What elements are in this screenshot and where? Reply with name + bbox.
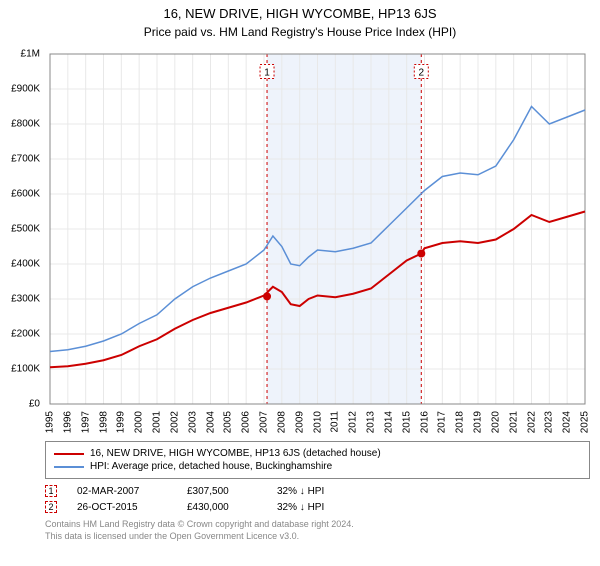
sale-delta: 32% ↓ HPI	[277, 502, 324, 513]
legend-label: 16, NEW DRIVE, HIGH WYCOMBE, HP13 6JS (d…	[90, 448, 381, 459]
x-tick-label: 2007	[259, 411, 270, 433]
x-tick-label: 2014	[383, 411, 394, 433]
chart: 12 £0£100K£200K£300K£400K£500K£600K£700K…	[45, 49, 590, 409]
x-tick-label: 2021	[508, 411, 519, 433]
x-tick-label: 1999	[116, 411, 127, 433]
x-tick-label: 2013	[366, 411, 377, 433]
page-title: 16, NEW DRIVE, HIGH WYCOMBE, HP13 6JS	[0, 6, 600, 21]
legend-swatch	[54, 466, 84, 468]
sales-table: 1 02-MAR-2007 £307,500 32% ↓ HPI 2 26-OCT-201…	[45, 485, 590, 513]
x-tick-label: 1998	[98, 411, 109, 433]
y-tick-label: £400K	[2, 259, 40, 270]
sale-marker: 1	[45, 485, 57, 497]
page-subtitle: Price paid vs. HM Land Registry's House …	[0, 25, 600, 39]
x-tick-label: 2015	[401, 411, 412, 433]
x-tick-label: 2020	[490, 411, 501, 433]
y-tick-label: £0	[2, 399, 40, 410]
y-tick-label: £200K	[2, 329, 40, 340]
x-tick-label: 1997	[80, 411, 91, 433]
sale-row: 2 26-OCT-2015 £430,000 32% ↓ HPI	[45, 501, 590, 513]
sale-marker: 2	[45, 501, 57, 513]
x-tick-label: 2001	[152, 411, 163, 433]
x-tick-label: 1995	[45, 411, 56, 433]
x-tick-label: 2022	[526, 411, 537, 433]
legend-swatch	[54, 453, 84, 455]
y-tick-label: £500K	[2, 224, 40, 235]
sale-date: 26-OCT-2015	[77, 502, 167, 513]
sale-price: £307,500	[187, 486, 257, 497]
sale-price: £430,000	[187, 502, 257, 513]
x-tick-label: 2004	[205, 411, 216, 433]
x-tick-label: 2016	[419, 411, 430, 433]
svg-text:2: 2	[419, 68, 425, 79]
x-tick-label: 2012	[348, 411, 359, 433]
sale-delta: 32% ↓ HPI	[277, 486, 324, 497]
x-tick-label: 2011	[330, 411, 341, 433]
svg-text:1: 1	[264, 68, 270, 79]
chart-svg: 12	[45, 49, 590, 409]
x-tick-label: 2008	[276, 411, 287, 433]
x-tick-label: 2017	[437, 411, 448, 433]
y-tick-label: £1M	[2, 49, 40, 60]
y-tick-label: £600K	[2, 189, 40, 200]
x-tick-label: 2010	[312, 411, 323, 433]
x-tick-label: 2002	[169, 411, 180, 433]
footer-line2: This data is licensed under the Open Gov…	[45, 531, 590, 543]
y-tick-label: £900K	[2, 84, 40, 95]
legend: 16, NEW DRIVE, HIGH WYCOMBE, HP13 6JS (d…	[45, 441, 590, 479]
legend-item: HPI: Average price, detached house, Buck…	[54, 461, 581, 472]
footer-line1: Contains HM Land Registry data © Crown c…	[45, 519, 590, 531]
x-tick-label: 2005	[223, 411, 234, 433]
x-tick-label: 2024	[562, 411, 573, 433]
y-tick-label: £100K	[2, 364, 40, 375]
x-tick-label: 2006	[241, 411, 252, 433]
sale-row: 1 02-MAR-2007 £307,500 32% ↓ HPI	[45, 485, 590, 497]
y-tick-label: £700K	[2, 154, 40, 165]
legend-item: 16, NEW DRIVE, HIGH WYCOMBE, HP13 6JS (d…	[54, 448, 581, 459]
x-tick-label: 2025	[580, 411, 591, 433]
x-tick-label: 2023	[544, 411, 555, 433]
y-tick-label: £800K	[2, 119, 40, 130]
x-tick-label: 2019	[473, 411, 484, 433]
y-tick-label: £300K	[2, 294, 40, 305]
legend-label: HPI: Average price, detached house, Buck…	[90, 461, 332, 472]
x-tick-label: 2018	[455, 411, 466, 433]
sale-date: 02-MAR-2007	[77, 486, 167, 497]
x-tick-label: 2000	[134, 411, 145, 433]
footer: Contains HM Land Registry data © Crown c…	[45, 519, 590, 542]
x-tick-label: 2003	[187, 411, 198, 433]
x-tick-label: 2009	[294, 411, 305, 433]
x-tick-label: 1996	[62, 411, 73, 433]
